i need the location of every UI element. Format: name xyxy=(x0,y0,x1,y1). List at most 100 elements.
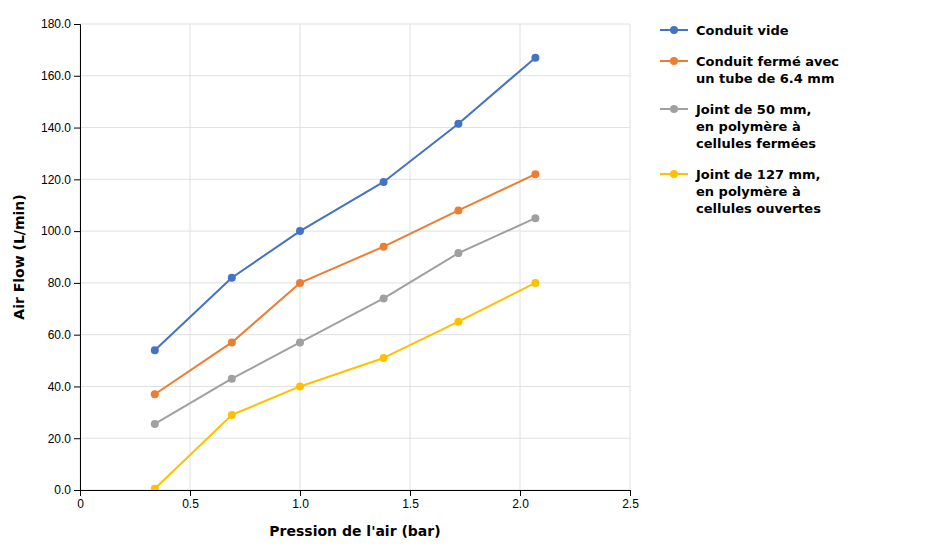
series xyxy=(151,54,540,355)
legend: Conduit vide Conduit fermé avecun tube de… xyxy=(660,23,839,216)
legend-label: Conduit fermé avecun tube de 6.4 mm xyxy=(696,54,839,86)
x-axis-title: Pression de l'air (bar) xyxy=(269,523,440,539)
series-line xyxy=(155,218,536,424)
point xyxy=(151,346,159,354)
x-grid-line xyxy=(190,24,191,490)
tick-label: 160.0 xyxy=(41,69,71,83)
tick-mark xyxy=(520,490,521,496)
tick: 40.0 xyxy=(48,380,80,394)
plot: 00.51.01.52.02.50.020.040.060.080.0100.0… xyxy=(41,17,639,510)
tick-label: 100.0 xyxy=(41,224,71,238)
x-grid-line xyxy=(300,24,301,490)
series xyxy=(151,214,540,428)
point xyxy=(531,214,539,222)
tick-mark xyxy=(74,386,80,387)
grid xyxy=(80,24,630,490)
series xyxy=(151,170,540,398)
tick-label: 1.0 xyxy=(292,497,309,511)
y-grid-line xyxy=(80,127,630,128)
legend-label-line: cellules ouvertes xyxy=(696,201,821,216)
point xyxy=(151,390,159,398)
tick: 1.5 xyxy=(402,490,419,511)
series xyxy=(151,279,540,490)
point xyxy=(380,243,388,251)
point xyxy=(531,279,539,287)
point xyxy=(454,206,462,214)
tick-label: 40.0 xyxy=(48,380,72,394)
tick-label: 60.0 xyxy=(48,328,72,342)
x-grid-line xyxy=(520,24,521,490)
point xyxy=(228,338,236,346)
point xyxy=(296,279,304,287)
tick: 0.0 xyxy=(54,483,80,497)
series-line xyxy=(155,283,536,489)
y-grid-line xyxy=(80,179,630,180)
legend-label-line: en polymère à xyxy=(696,119,801,134)
tick-mark xyxy=(74,490,80,491)
tick-mark xyxy=(190,490,191,496)
tick-label: 140.0 xyxy=(41,121,71,135)
point xyxy=(454,318,462,326)
legend-entry: Conduit fermé avecun tube de 6.4 mm xyxy=(660,54,839,86)
tick-label: 0.0 xyxy=(54,483,71,497)
tick-label: 0.5 xyxy=(182,497,199,511)
y-grid-line xyxy=(80,386,630,387)
y-axis-title: Air Flow (L/min) xyxy=(11,194,27,319)
tick: 1.0 xyxy=(292,490,309,511)
chart: 00.51.01.52.02.50.020.040.060.080.0100.0… xyxy=(0,0,930,550)
point xyxy=(228,411,236,419)
legend-label-line: Conduit vide xyxy=(696,23,789,38)
point xyxy=(380,178,388,186)
legend-entry: Conduit vide xyxy=(660,23,789,38)
legend-label-line: en polymère à xyxy=(696,184,801,199)
y-grid-line xyxy=(80,231,630,232)
legend-label-line: Joint de 50 mm, xyxy=(695,102,812,117)
legend-marker xyxy=(670,26,678,34)
point xyxy=(228,375,236,383)
y-grid-line xyxy=(80,334,630,335)
y-grid-line xyxy=(80,282,630,283)
x-grid-line xyxy=(630,24,631,490)
tick-mark xyxy=(74,179,80,180)
legend-marker xyxy=(670,105,678,113)
tick: 60.0 xyxy=(48,328,80,342)
point xyxy=(151,420,159,428)
point xyxy=(531,170,539,178)
legend-label: Joint de 127 mm, en polymère à cellules ou… xyxy=(695,167,821,216)
point xyxy=(380,294,388,302)
tick-mark xyxy=(74,283,80,284)
tick-mark xyxy=(630,490,631,496)
tick: 2.5 xyxy=(622,490,639,511)
legend-entry: Joint de 50 mm, en polymère à cellules fer… xyxy=(660,102,816,151)
x-axis: 00.51.01.52.02.5 xyxy=(77,490,639,511)
tick-mark xyxy=(74,128,80,129)
y-axis: 0.020.040.060.080.0100.0120.0140.0160.01… xyxy=(41,17,81,497)
tick-mark xyxy=(74,24,80,25)
legend-entry: Joint de 127 mm, en polymère à cellules ou… xyxy=(660,167,821,216)
legend-label-line: Joint de 127 mm, xyxy=(695,167,821,182)
point xyxy=(454,249,462,257)
tick: 100.0 xyxy=(41,224,80,238)
legend-label-line: un tube de 6.4 mm xyxy=(696,71,834,86)
legend-marker xyxy=(670,57,678,65)
tick: 160.0 xyxy=(41,69,80,83)
tick-label: 2.5 xyxy=(622,497,639,511)
axis-line xyxy=(74,25,81,491)
tick-label: 0 xyxy=(77,497,84,511)
point xyxy=(296,382,304,390)
tick-label: 80.0 xyxy=(48,276,72,290)
tick: 120.0 xyxy=(41,173,80,187)
legend-label: Conduit vide xyxy=(696,23,789,38)
legend-marker xyxy=(670,170,678,178)
y-grid-line xyxy=(80,438,630,439)
y-grid-line xyxy=(80,24,630,25)
legend-label: Joint de 50 mm, en polymère à cellules fer… xyxy=(695,102,816,151)
tick-label: 120.0 xyxy=(41,173,71,187)
point xyxy=(151,485,159,490)
legend-label-line: cellules fermées xyxy=(696,136,816,151)
point xyxy=(296,338,304,346)
tick-label: 180.0 xyxy=(41,17,71,31)
tick-mark xyxy=(300,490,301,496)
point xyxy=(380,354,388,362)
tick-mark xyxy=(74,335,80,336)
